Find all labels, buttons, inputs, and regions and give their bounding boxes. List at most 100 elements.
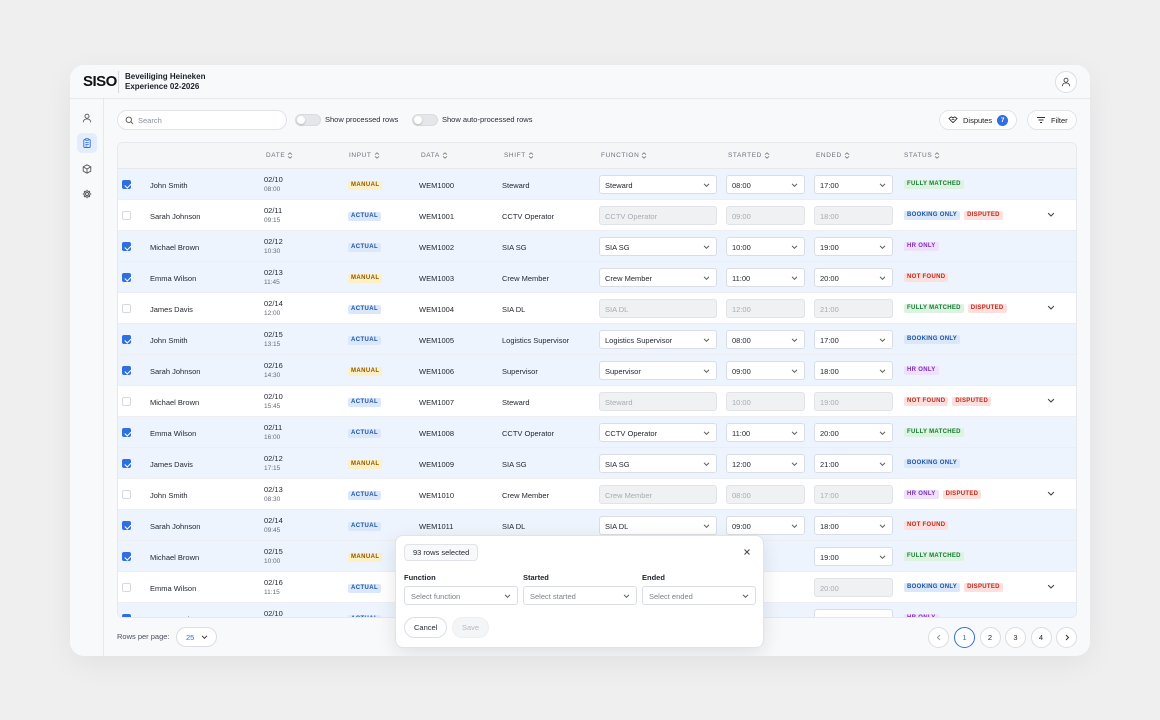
started-select[interactable]: 12:00 [726, 299, 805, 318]
pagination-page-2[interactable]: 2 [979, 627, 1001, 648]
table-row[interactable]: Michael Brown 02/12 10:30 ACTUAL WEM1002 SIA … [118, 231, 1076, 262]
started-select[interactable]: 09:00 [726, 361, 805, 380]
ended-select[interactable]: 19:00 [814, 547, 893, 566]
row-checkbox[interactable] [122, 459, 131, 468]
ended-select[interactable]: 17:00 [814, 330, 893, 349]
ended-select[interactable]: 18:00 [814, 206, 893, 225]
table-row[interactable]: Michael Brown 02/10 15:45 ACTUAL WEM1007 Stew… [118, 386, 1076, 417]
started-select[interactable]: 11:00 [726, 268, 805, 287]
ended-select[interactable]: 20:00 [814, 423, 893, 442]
table-row[interactable]: James Davis 02/14 12:00 ACTUAL WEM1004 SIA DL… [118, 293, 1076, 324]
row-checkbox[interactable] [122, 180, 131, 189]
ended-select[interactable]: 17:00 [814, 485, 893, 504]
started-select[interactable]: 10:00 [726, 237, 805, 256]
row-checkbox[interactable] [122, 397, 131, 406]
expand-row-chevron-icon[interactable] [1047, 583, 1055, 590]
ended-select[interactable]: 21:00 [814, 609, 893, 617]
bulk-function-select[interactable]: Select function [404, 586, 518, 605]
function-select[interactable]: Steward [599, 392, 717, 411]
pagination-prev-button[interactable] [928, 627, 949, 648]
started-select[interactable]: 10:00 [726, 392, 805, 411]
save-button[interactable]: Save [452, 617, 490, 638]
sidebar-item-users[interactable] [77, 108, 97, 128]
started-select[interactable]: 11:00 [726, 423, 805, 442]
disputes-button[interactable]: Disputes 7 [939, 110, 1018, 130]
table-row[interactable]: John Smith 02/13 08:30 ACTUAL WEM1010 Crew Me… [118, 479, 1076, 510]
ended-select[interactable]: 18:00 [814, 361, 893, 380]
toggle-processed-rows[interactable] [295, 114, 321, 126]
started-select[interactable]: 08:00 [726, 330, 805, 349]
bulk-ended-select[interactable]: Select ended [642, 586, 756, 605]
function-select[interactable]: SIA SG [599, 237, 717, 256]
function-select[interactable]: Logistics Supervisor [599, 330, 717, 349]
bulk-started-select[interactable]: Select started [523, 586, 637, 605]
table-row[interactable]: John Smith 02/15 13:15 ACTUAL WEM1005 Logisti… [118, 324, 1076, 355]
expand-row-chevron-icon[interactable] [1047, 490, 1055, 497]
row-checkbox[interactable] [122, 304, 131, 313]
column-header-date[interactable]: DATE [266, 152, 293, 159]
started-select[interactable]: 09:00 [726, 206, 805, 225]
sidebar-item-timesheets[interactable] [77, 133, 97, 153]
sidebar-item-packages[interactable] [77, 159, 97, 179]
expand-row-chevron-icon[interactable] [1047, 211, 1055, 218]
column-header-function[interactable]: FUNCTION [601, 152, 647, 159]
row-checkbox[interactable] [122, 490, 131, 499]
pagination-next-button[interactable] [1056, 627, 1077, 648]
ended-select[interactable]: 21:00 [814, 454, 893, 473]
row-checkbox[interactable] [122, 583, 131, 592]
row-checkbox[interactable] [122, 273, 131, 282]
filter-button[interactable]: Filter [1027, 110, 1077, 130]
search-input[interactable] [138, 114, 278, 127]
ended-select[interactable]: 18:00 [814, 516, 893, 535]
toggle-auto-processed-rows[interactable] [412, 114, 438, 126]
cancel-button[interactable]: Cancel [404, 617, 448, 638]
ended-select[interactable]: 20:00 [814, 268, 893, 287]
started-select[interactable]: 08:00 [726, 175, 805, 194]
row-checkbox[interactable] [122, 614, 131, 617]
ended-select[interactable]: 21:00 [814, 299, 893, 318]
function-select[interactable]: Supervisor [599, 361, 717, 380]
column-header-started[interactable]: STARTED [728, 152, 770, 159]
function-select[interactable]: SIA SG [599, 454, 717, 473]
column-header-input[interactable]: INPUT [349, 152, 380, 159]
table-row[interactable]: Sarah Johnson 02/16 14:30 MANUAL WEM1006 Supe… [118, 355, 1076, 386]
function-select[interactable]: CCTV Operator [599, 206, 717, 225]
pagination-page-3[interactable]: 3 [1005, 627, 1026, 648]
table-row[interactable]: Emma Wilson 02/11 16:00 ACTUAL WEM1008 CCTV O… [118, 417, 1076, 448]
ended-select[interactable]: 20:00 [814, 578, 893, 597]
function-select[interactable]: SIA DL [599, 516, 717, 535]
function-select[interactable]: Steward [599, 175, 717, 194]
function-select[interactable]: Crew Member [599, 485, 717, 504]
row-checkbox[interactable] [122, 335, 131, 344]
rows-per-page-select[interactable]: 25 [176, 627, 217, 647]
ended-select[interactable]: 19:00 [814, 237, 893, 256]
function-select[interactable]: Crew Member [599, 268, 717, 287]
pagination-page-1[interactable]: 1 [954, 627, 975, 648]
table-row[interactable]: Emma Wilson 02/13 11:45 MANUAL WEM1003 Crew M… [118, 262, 1076, 293]
row-checkbox[interactable] [122, 428, 131, 437]
column-header-shift[interactable]: SHIFT [504, 152, 534, 159]
ended-select[interactable]: 19:00 [814, 392, 893, 411]
pagination-page-4[interactable]: 4 [1030, 627, 1052, 648]
row-checkbox[interactable] [122, 242, 131, 251]
row-checkbox[interactable] [122, 552, 131, 561]
started-select[interactable]: 09:00 [726, 516, 805, 535]
table-row[interactable]: James Davis 02/12 17:15 MANUAL WEM1009 SIA SG… [118, 448, 1076, 479]
row-checkbox[interactable] [122, 521, 131, 530]
expand-row-chevron-icon[interactable] [1047, 397, 1055, 404]
row-checkbox[interactable] [122, 366, 131, 375]
function-select[interactable]: SIA DL [599, 299, 717, 318]
close-bulk-edit-button[interactable] [743, 548, 751, 558]
function-select[interactable]: CCTV Operator [599, 423, 717, 442]
ended-select[interactable]: 17:00 [814, 175, 893, 194]
user-menu-button[interactable] [1055, 71, 1077, 93]
table-row[interactable]: John Smith 02/10 08:00 MANUAL WEM1000 Steward… [118, 169, 1076, 200]
started-select[interactable]: 12:00 [726, 454, 805, 473]
table-row[interactable]: Sarah Johnson 02/11 09:15 ACTUAL WEM1001 CCTV… [118, 200, 1076, 231]
sidebar-item-settings[interactable] [77, 184, 97, 204]
column-header-ended[interactable]: ENDED [816, 152, 850, 159]
row-checkbox[interactable] [122, 211, 131, 220]
column-header-data[interactable]: DATA [421, 152, 448, 159]
column-header-status[interactable]: STATUS [904, 152, 940, 159]
expand-row-chevron-icon[interactable] [1047, 304, 1055, 311]
